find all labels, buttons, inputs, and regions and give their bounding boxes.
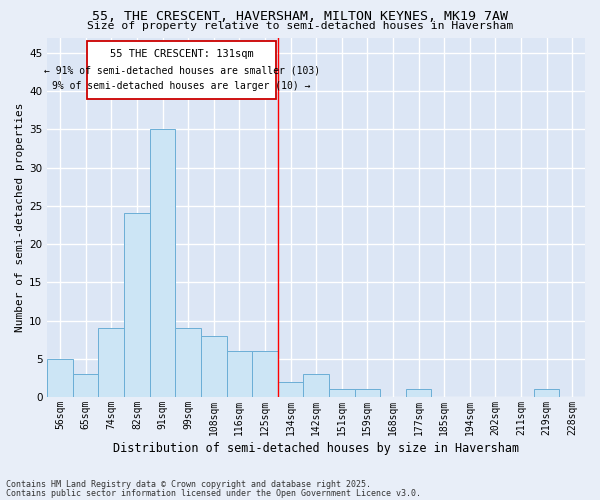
- Text: Contains HM Land Registry data © Crown copyright and database right 2025.: Contains HM Land Registry data © Crown c…: [6, 480, 371, 489]
- Bar: [252, 351, 278, 397]
- Text: 55, THE CRESCENT, HAVERSHAM, MILTON KEYNES, MK19 7AW: 55, THE CRESCENT, HAVERSHAM, MILTON KEYN…: [92, 10, 508, 23]
- Bar: [150, 130, 175, 397]
- Bar: [534, 390, 559, 397]
- Text: ← 91% of semi-detached houses are smaller (103): ← 91% of semi-detached houses are smalle…: [44, 66, 320, 76]
- Bar: [175, 328, 201, 397]
- Bar: [406, 390, 431, 397]
- Text: Contains public sector information licensed under the Open Government Licence v3: Contains public sector information licen…: [6, 488, 421, 498]
- Text: 9% of semi-detached houses are larger (10) →: 9% of semi-detached houses are larger (1…: [52, 81, 311, 91]
- Bar: [47, 359, 73, 397]
- Bar: [278, 382, 304, 397]
- Bar: [355, 390, 380, 397]
- Bar: [73, 374, 98, 397]
- Text: Size of property relative to semi-detached houses in Haversham: Size of property relative to semi-detach…: [87, 21, 513, 31]
- Bar: [304, 374, 329, 397]
- X-axis label: Distribution of semi-detached houses by size in Haversham: Distribution of semi-detached houses by …: [113, 442, 519, 455]
- FancyBboxPatch shape: [87, 42, 277, 98]
- Bar: [98, 328, 124, 397]
- Bar: [201, 336, 227, 397]
- Bar: [227, 351, 252, 397]
- Text: 55 THE CRESCENT: 131sqm: 55 THE CRESCENT: 131sqm: [110, 49, 254, 59]
- Bar: [329, 390, 355, 397]
- Bar: [124, 214, 150, 397]
- Y-axis label: Number of semi-detached properties: Number of semi-detached properties: [15, 102, 25, 332]
